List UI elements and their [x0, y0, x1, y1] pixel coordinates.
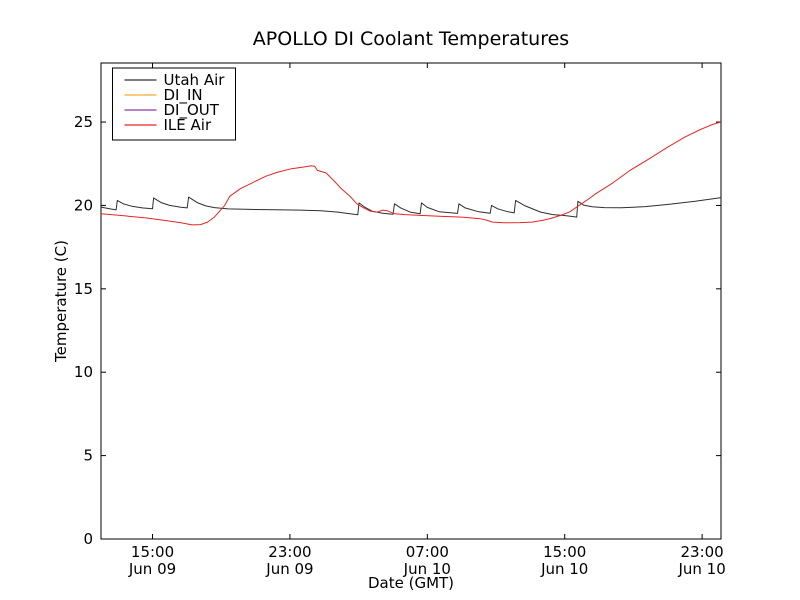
- x-tick-label-date: Jun 09: [265, 560, 313, 578]
- x-tick-label-time: 15:00: [131, 543, 174, 561]
- y-tick-label: 10: [74, 363, 93, 381]
- x-tick-label-time: 23:00: [268, 543, 311, 561]
- legend-entry: DI_IN: [124, 86, 203, 105]
- legend-entry: DI_OUT: [124, 101, 220, 120]
- legend-entry: Utah Air: [124, 71, 226, 89]
- y-tick-label: 0: [83, 530, 93, 548]
- x-tick-label-time: 07:00: [406, 543, 449, 561]
- legend-label: DI_OUT: [164, 101, 220, 120]
- y-tick-label: 20: [74, 196, 93, 214]
- x-tick-label-date: Jun 09: [128, 560, 176, 578]
- y-axis-label: Temperature (C): [52, 240, 70, 363]
- y-tick-label: 5: [83, 447, 93, 465]
- series-line-utah-air: [100, 196, 722, 218]
- x-axis-label: Date (GMT): [368, 574, 454, 592]
- series-line-ile-air: [100, 121, 722, 226]
- x-tick-label-time: 23:00: [680, 543, 723, 561]
- y-tick-label: 15: [74, 280, 93, 298]
- x-tick-label-date: Jun 10: [540, 560, 588, 578]
- x-tick-label-date: Jun 10: [403, 560, 451, 578]
- legend-entry: ILE Air: [124, 116, 212, 134]
- legend-label: Utah Air: [164, 71, 226, 89]
- x-tick-label-date: Jun 10: [677, 560, 725, 578]
- legend-label: DI_IN: [164, 86, 203, 105]
- y-tick-label: 25: [74, 113, 93, 131]
- plot-frame: [100, 62, 722, 540]
- legend-label: ILE Air: [164, 116, 212, 134]
- x-tick-label-time: 15:00: [543, 543, 586, 561]
- chart-title: APOLLO DI Coolant Temperatures: [253, 28, 569, 50]
